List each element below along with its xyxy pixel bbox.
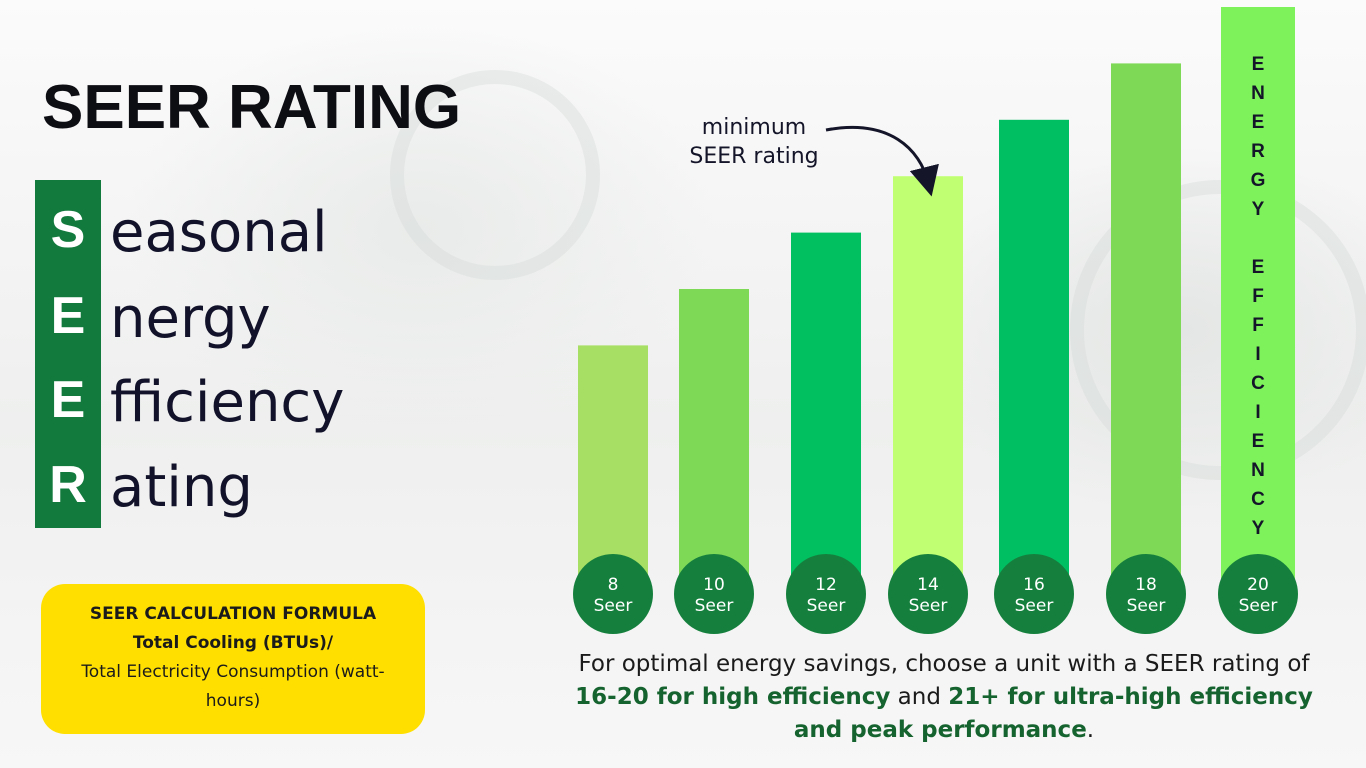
- bar-label-8: 8 Seer: [594, 575, 633, 616]
- bar-label-circle-8: [573, 554, 653, 634]
- bar-label-14: 14 Seer: [909, 575, 948, 616]
- annotation-minimum-seer: minimum SEER rating: [689, 115, 818, 169]
- acronym-letter-e2: E: [50, 371, 86, 429]
- caption-bold1: 16-20 for high efficiency: [575, 684, 891, 710]
- bar-label-10: 10 Seer: [695, 575, 734, 616]
- acronym-word-rating: ating: [110, 455, 253, 520]
- bar-label-circle-18: [1106, 554, 1186, 634]
- caption: For optimal energy savings, choose a uni…: [566, 648, 1322, 747]
- bar-label-16: 16 Seer: [1015, 575, 1054, 616]
- formula-denominator: Total Electricity Consumption (watt-hour…: [81, 662, 385, 711]
- bar-label-circle-20: [1218, 554, 1298, 634]
- acronym-word-seasonal: easonal: [110, 200, 328, 265]
- formula-numerator: Total Cooling (BTUs)/: [132, 633, 334, 653]
- formula-heading: SEER CALCULATION FORMULA: [89, 604, 377, 624]
- bar-10-seer: [679, 289, 749, 604]
- acronym-word-efficiency: fficiency: [110, 370, 345, 435]
- bar-18-seer: [1111, 63, 1181, 604]
- acronym-letter-s: S: [50, 201, 86, 259]
- acronym-letter-r: R: [49, 456, 87, 514]
- acronym-word-energy: nergy: [110, 286, 271, 351]
- bar-12-seer: [791, 232, 861, 604]
- bar-label-circle-14: [888, 554, 968, 634]
- bar-label-circle-10: [674, 554, 754, 634]
- bar-label-circle-16: [994, 554, 1074, 634]
- caption-part2: and: [890, 684, 949, 710]
- bar-label-circle-12: [786, 554, 866, 634]
- annotation-arrow: [825, 125, 939, 197]
- page-title: SEER RATING: [42, 73, 462, 142]
- caption-part3: .: [1086, 717, 1095, 743]
- caption-bold2: 21+ for ultra-high efficiency and peak p…: [793, 684, 1313, 743]
- acronym-bar: [35, 180, 101, 528]
- bar-label-18: 18 Seer: [1127, 575, 1166, 616]
- bar-14-seer: [893, 176, 963, 604]
- bar-16-seer: [999, 119, 1069, 605]
- bar-label-12: 12 Seer: [807, 575, 846, 616]
- bar-20-seer: [1221, 7, 1295, 604]
- caption-part1: For optimal energy savings, choose a uni…: [578, 651, 1310, 677]
- acronym-letter-e1: E: [50, 287, 86, 345]
- formula-box: SEER CALCULATION FORMULA Total Cooling (…: [41, 584, 425, 734]
- bar-label-20: 20 Seer: [1239, 575, 1278, 616]
